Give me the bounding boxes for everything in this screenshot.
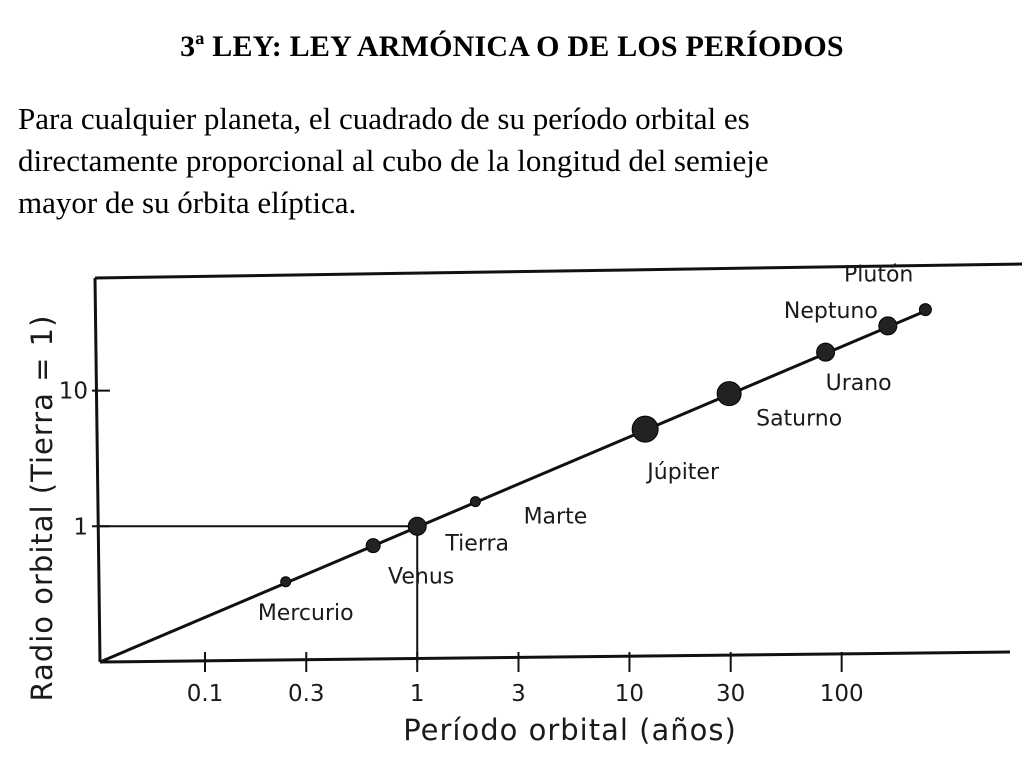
y-axis-label: Radio orbital (Tierra = 1) <box>25 315 59 702</box>
body-line-3: mayor de su órbita elíptica. <box>18 185 357 220</box>
planet-label: Mercurio <box>258 601 354 626</box>
planet-point <box>716 381 742 407</box>
x-tick-label: 10 <box>615 681 644 707</box>
x-ticks: 0.1 0.3 1 3 10 30 100 <box>187 652 864 707</box>
x-tick-label: 30 <box>716 681 745 707</box>
x-axis-line <box>99 650 1011 664</box>
planet-label: Plutón <box>844 263 913 288</box>
planet-points <box>280 303 932 588</box>
body-line-1: Para cualquier planeta, el cuadrado de s… <box>18 101 750 136</box>
top-border-line <box>94 262 1023 280</box>
fit-line-group <box>99 307 932 664</box>
planet-point <box>280 576 292 588</box>
planet-label: Venus <box>388 565 454 590</box>
chart-frame <box>93 262 1023 664</box>
planet-point <box>365 538 381 554</box>
planet-label: Neptuno <box>784 299 878 324</box>
reference-lines <box>100 525 419 662</box>
planet-point <box>878 316 898 336</box>
planet-point <box>407 516 427 536</box>
x-tick-label: 0.1 <box>187 681 224 707</box>
y-tick-label: 1 <box>73 514 88 540</box>
slide-body-text: Para cualquier planeta, el cuadrado de s… <box>18 98 1008 224</box>
planet-point <box>918 303 932 317</box>
planet-point <box>469 496 481 508</box>
planet-label: Júpiter <box>645 460 720 485</box>
planet-point <box>816 342 836 362</box>
x-tick-label: 3 <box>511 681 526 707</box>
body-line-2: directamente proporcional al cubo de la … <box>18 143 769 178</box>
planet-label: Tierra <box>444 531 509 556</box>
x-axis-label: Período orbital (años) <box>403 713 737 747</box>
y-ticks: 1 10 <box>59 379 110 540</box>
x-tick-label: 100 <box>820 681 864 707</box>
x-tick-label: 1 <box>410 681 425 707</box>
planet-labels: Mercurio Venus Tierra Marte Júpiter Saturno Ur… <box>258 263 914 626</box>
planet-label: Urano <box>826 371 892 396</box>
x-tick-label: 0.3 <box>288 681 325 707</box>
y-tick-label: 10 <box>59 379 88 405</box>
planet-point <box>631 415 659 443</box>
regression-line <box>99 307 932 664</box>
planet-label: Marte <box>524 505 588 530</box>
y-axis-line <box>93 277 102 663</box>
slide-title: 3ª LEY: LEY ARMÓNICA O DE LOS PERÍODOS <box>180 30 844 63</box>
planet-label: Saturno <box>756 407 842 432</box>
